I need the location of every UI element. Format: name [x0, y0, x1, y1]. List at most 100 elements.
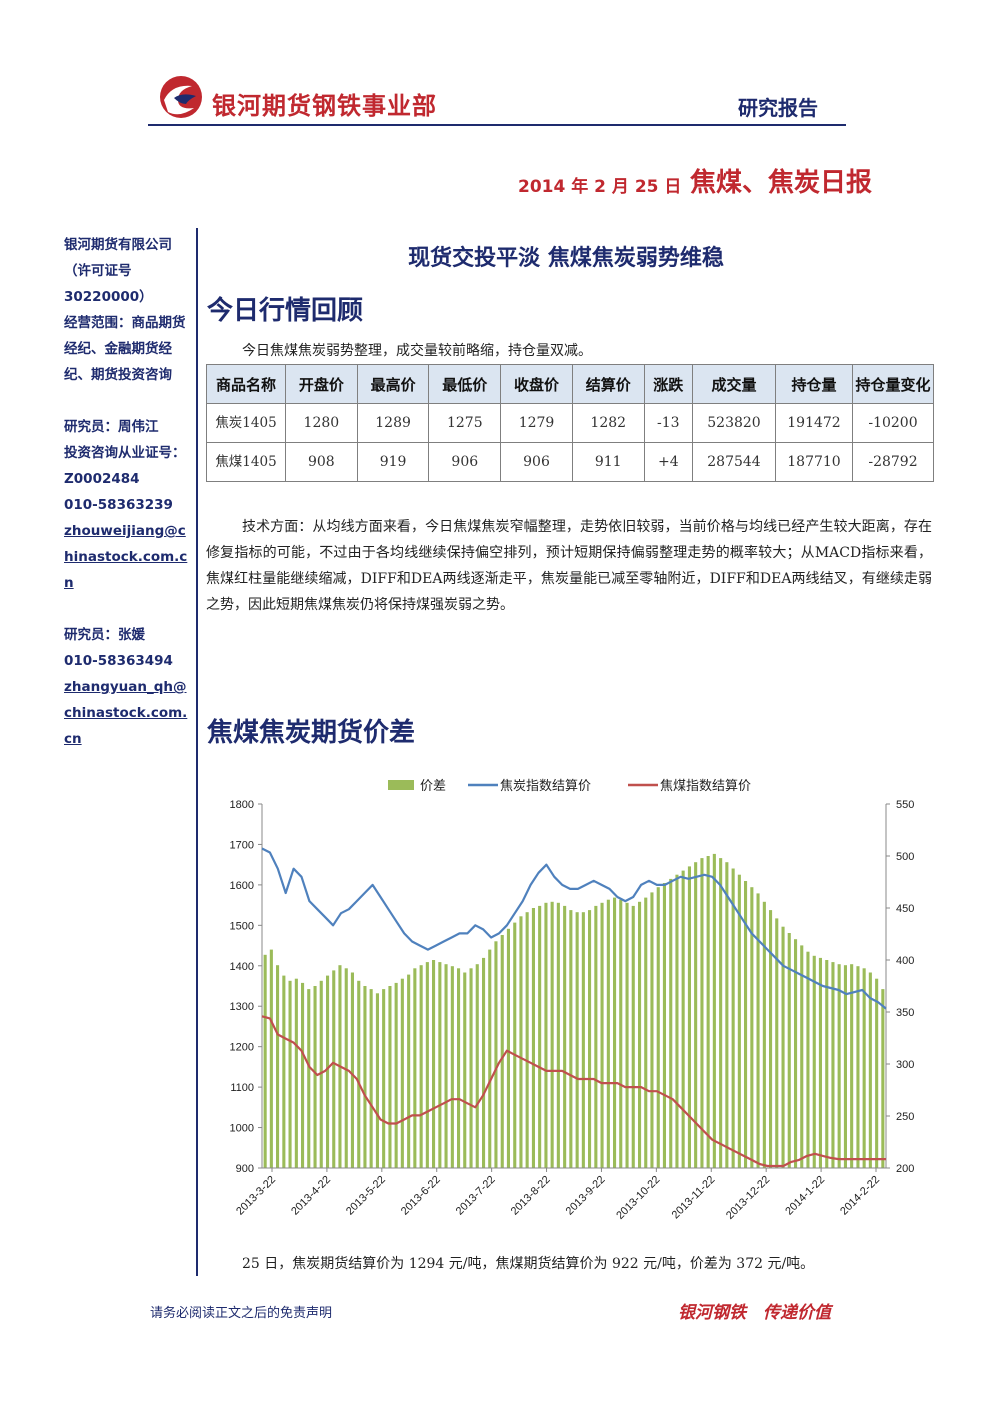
spread-bar	[525, 912, 529, 1168]
x-tick-label: 2014-2-22	[838, 1174, 882, 1218]
researcher-phone: 010-58363239	[64, 497, 173, 513]
spread-bar	[856, 966, 860, 1168]
spread-bar	[731, 868, 735, 1168]
spread-bar	[806, 951, 810, 1168]
table-cell: 287544	[692, 442, 776, 482]
spread-bar	[781, 926, 785, 1168]
y-tick-label-right: 400	[896, 955, 914, 967]
spread-bar	[843, 965, 847, 1168]
table-cell: 焦煤1405	[206, 442, 286, 482]
spread-bar	[650, 892, 654, 1168]
spread-bar	[544, 902, 548, 1168]
x-tick-label: 2013-4-22	[289, 1174, 333, 1218]
researcher-2: 研究员：张媛 010-58363494 zhangyuan_qh@chinast…	[64, 622, 192, 752]
researcher-cert: Z0002484	[64, 471, 140, 487]
legend-label: 价差	[420, 779, 446, 794]
y-tick-label-left: 1400	[230, 961, 254, 973]
slogan: 银河钢铁 传递价值	[678, 1303, 831, 1323]
spread-bar	[556, 902, 560, 1168]
spread-bar	[750, 887, 754, 1168]
spread-bar	[594, 905, 598, 1168]
spread-bar	[831, 962, 835, 1168]
spread-bar	[519, 916, 523, 1168]
spread-bar	[382, 989, 386, 1168]
column-header: 结算价	[571, 364, 645, 404]
spread-bar	[675, 874, 679, 1168]
y-tick-label-right: 200	[896, 1163, 914, 1175]
spread-bar	[307, 989, 311, 1168]
spread-bar	[413, 968, 417, 1168]
table-cell: 1280	[285, 403, 358, 443]
spread-bar	[444, 964, 448, 1168]
y-tick-label-right: 550	[896, 799, 914, 811]
spread-bar	[400, 978, 404, 1168]
column-header: 最高价	[356, 364, 430, 404]
x-tick-label: 2013-12-22	[724, 1174, 772, 1222]
spread-bar	[469, 968, 473, 1168]
spread-bar	[294, 978, 298, 1168]
spread-bar	[463, 972, 467, 1168]
chart-legend: 价差 焦炭指数结算价 焦煤指数结算价	[388, 779, 751, 794]
spread-bar	[818, 957, 822, 1168]
y-tick-label-left: 1200	[230, 1042, 254, 1054]
table-cell: -13	[643, 403, 694, 443]
spread-bar	[638, 901, 642, 1168]
y-tick-label-left: 1100	[230, 1082, 254, 1094]
spread-bar	[263, 954, 267, 1168]
quotes-table: 商品名称 开盘价 最高价 最低价 收盘价 结算价 涨跌 成交量 持仓量 持仓量变…	[206, 364, 934, 482]
x-tick-label: 2014-1-22	[783, 1174, 827, 1218]
spread-bar	[687, 866, 691, 1168]
legend-label: 焦炭指数结算价	[500, 779, 591, 794]
researcher-email-link[interactable]: zhouweijiang@chinastock.com.cn	[64, 523, 188, 591]
spread-bar	[538, 905, 542, 1168]
spread-bar	[575, 912, 579, 1168]
spread-bar	[787, 933, 791, 1168]
legend-swatch-spread	[388, 780, 414, 790]
spread-bar	[737, 874, 741, 1168]
brand-name: 银河期货钢铁事业部	[212, 92, 437, 120]
spread-bar	[513, 922, 517, 1168]
report-type: 研究报告	[738, 96, 818, 120]
spread-bar	[588, 910, 592, 1168]
spread-bar	[319, 980, 323, 1168]
spread-bar	[812, 955, 816, 1168]
table-cell: 906	[500, 442, 573, 482]
y-tick-label-left: 1800	[230, 799, 254, 811]
y-tick-label-left: 1700	[230, 839, 254, 851]
table-row: 焦炭1405 1280 1289 1275 1279 1282 -13 5238…	[206, 403, 934, 443]
spread-bar	[656, 887, 660, 1168]
spread-bar	[500, 935, 504, 1168]
spread-bar	[712, 853, 716, 1168]
spread-bar	[388, 986, 392, 1168]
spread-bar	[725, 862, 729, 1168]
spread-bar	[432, 960, 436, 1168]
spread-bar	[425, 962, 429, 1168]
column-header: 持仓量变化	[852, 364, 934, 404]
researcher-1: 研究员：周伟江 投资咨询从业证号： Z0002484 010-58363239 …	[64, 414, 192, 596]
x-tick-label: 2013-9-22	[564, 1174, 608, 1218]
spread-bar	[475, 964, 479, 1168]
license-number: 30220000）	[64, 289, 153, 305]
column-header: 最低价	[428, 364, 502, 404]
researcher-email-link[interactable]: zhangyuan_qh@chinastock.com.cn	[64, 679, 188, 747]
table-cell: 187710	[775, 442, 853, 482]
column-header: 收盘价	[500, 364, 573, 404]
table-cell: 906	[428, 442, 502, 482]
spread-bar	[482, 957, 486, 1168]
spread-bar	[301, 982, 305, 1168]
coal-price-line	[261, 1015, 886, 1168]
x-tick-label: 2013-6-22	[399, 1174, 443, 1218]
business-scope: 经营范围：商品期货经纪、金融期货经纪、期货投资咨询	[64, 315, 186, 383]
sidebar-divider	[196, 228, 198, 1276]
spread-bar	[419, 965, 423, 1168]
column-header: 持仓量	[775, 364, 853, 404]
spread-bar	[394, 982, 398, 1168]
y-tick-label-right: 350	[896, 1007, 914, 1019]
spread-bar	[631, 905, 635, 1168]
x-tick-label: 2013-10-22	[614, 1174, 662, 1222]
spread-bar	[488, 949, 492, 1168]
spread-bar	[450, 966, 454, 1168]
spread-bar	[619, 899, 623, 1168]
researcher-name: 研究员：张媛	[64, 627, 145, 643]
spread-bar	[662, 883, 666, 1168]
